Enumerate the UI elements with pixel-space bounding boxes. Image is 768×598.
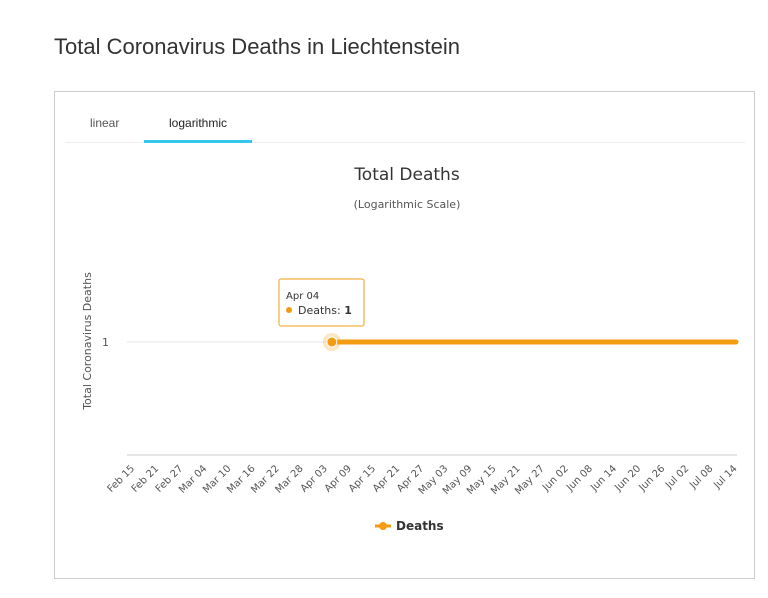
tab-logarithmic[interactable]: logarithmic bbox=[169, 116, 228, 130]
tooltip: Apr 04 Deaths: 1 bbox=[278, 278, 365, 327]
y-axis-label: Total Coronavirus Deaths bbox=[81, 272, 94, 411]
x-tick-label: Jul 02 bbox=[663, 463, 691, 491]
x-tick-label: Jul 08 bbox=[687, 463, 715, 491]
tooltip-box bbox=[278, 278, 365, 327]
tooltip-marker-icon bbox=[286, 307, 292, 313]
tab-linear[interactable]: linear bbox=[90, 116, 120, 130]
legend-label-deaths[interactable]: Deaths bbox=[396, 519, 444, 533]
x-tick-label: Jun 14 bbox=[588, 463, 619, 494]
legend[interactable]: Deaths bbox=[375, 519, 444, 533]
x-tick-label: Jun 20 bbox=[612, 463, 643, 494]
tooltip-series-label: Deaths: 1 bbox=[298, 304, 352, 317]
x-tick-label: Jun 02 bbox=[540, 463, 571, 494]
active-tab-indicator bbox=[144, 140, 252, 143]
scale-tabs: linear logarithmic bbox=[65, 92, 745, 143]
legend-marker-icon bbox=[379, 522, 387, 530]
series-layer bbox=[322, 333, 739, 351]
tooltip-date: Apr 04 bbox=[286, 291, 319, 302]
chart-panel: linear logarithmic Total Deaths (Logarit… bbox=[54, 91, 755, 579]
data-point-apr-04[interactable] bbox=[326, 336, 338, 348]
x-tick-label: Jul 14 bbox=[711, 463, 739, 491]
y-tick-label-1: 1 bbox=[102, 336, 109, 349]
chart-svg: Total Deaths (Logarithmic Scale) Total C… bbox=[81, 165, 740, 533]
chart-subtitle: (Logarithmic Scale) bbox=[354, 198, 461, 211]
x-tick-label: Jun 08 bbox=[564, 463, 595, 494]
x-tick-label: Jun 26 bbox=[637, 463, 668, 494]
page-title: Total Coronavirus Deaths in Liechtenstei… bbox=[54, 34, 461, 59]
chart-title: Total Deaths bbox=[353, 165, 460, 185]
